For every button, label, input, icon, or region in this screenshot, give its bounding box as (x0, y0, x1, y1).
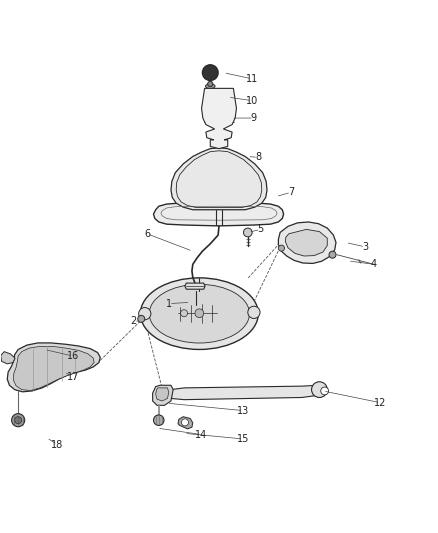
Circle shape (14, 417, 21, 424)
Polygon shape (155, 388, 169, 401)
Text: 7: 7 (288, 187, 294, 197)
Polygon shape (286, 229, 327, 256)
Polygon shape (7, 343, 100, 392)
Text: 5: 5 (258, 224, 264, 235)
Polygon shape (185, 283, 205, 289)
Ellipse shape (149, 284, 250, 343)
Polygon shape (164, 385, 318, 400)
Text: 17: 17 (67, 372, 79, 382)
Circle shape (244, 228, 252, 237)
Polygon shape (201, 88, 237, 149)
Ellipse shape (205, 84, 215, 88)
Text: 11: 11 (246, 74, 258, 84)
Text: 12: 12 (374, 398, 387, 408)
Circle shape (329, 251, 336, 258)
Text: 16: 16 (67, 351, 79, 361)
Text: 10: 10 (246, 95, 258, 106)
Polygon shape (279, 222, 336, 263)
Text: 8: 8 (255, 152, 261, 163)
Polygon shape (152, 385, 173, 405)
Circle shape (311, 382, 327, 398)
Text: 15: 15 (237, 434, 249, 444)
Ellipse shape (141, 278, 258, 350)
Circle shape (195, 309, 204, 318)
Text: 4: 4 (371, 260, 377, 269)
Circle shape (279, 245, 285, 251)
Text: 18: 18 (51, 440, 64, 450)
Circle shape (181, 419, 188, 426)
Text: 6: 6 (144, 229, 150, 239)
Circle shape (321, 387, 328, 395)
Text: 2: 2 (131, 316, 137, 326)
Circle shape (208, 82, 213, 87)
Circle shape (139, 308, 151, 320)
Circle shape (248, 306, 260, 318)
Text: 14: 14 (195, 430, 208, 440)
Polygon shape (171, 148, 267, 210)
Polygon shape (153, 202, 284, 226)
Circle shape (153, 415, 164, 425)
Circle shape (202, 65, 218, 80)
Circle shape (180, 310, 187, 317)
Polygon shape (1, 352, 15, 364)
Text: 9: 9 (251, 113, 257, 123)
Circle shape (12, 414, 25, 427)
Circle shape (138, 316, 145, 322)
Text: 1: 1 (166, 298, 172, 309)
Text: 13: 13 (237, 406, 249, 416)
Polygon shape (178, 417, 193, 429)
Text: 3: 3 (362, 242, 368, 252)
Polygon shape (13, 346, 94, 391)
